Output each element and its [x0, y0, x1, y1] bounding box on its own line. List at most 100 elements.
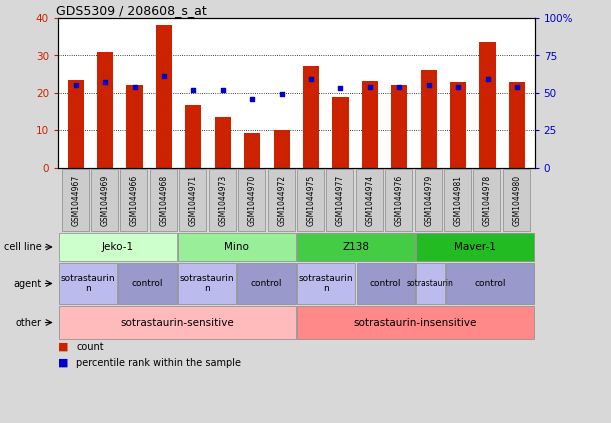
Point — [424, 82, 434, 89]
Bar — [156, 25, 172, 168]
FancyBboxPatch shape — [178, 233, 296, 261]
FancyBboxPatch shape — [297, 233, 415, 261]
Text: other: other — [16, 318, 42, 327]
Text: GSM1044969: GSM1044969 — [101, 174, 109, 225]
FancyBboxPatch shape — [209, 169, 236, 231]
FancyBboxPatch shape — [356, 169, 383, 231]
Text: cell line: cell line — [4, 242, 42, 252]
Text: agent: agent — [13, 278, 42, 288]
Text: Mino: Mino — [224, 242, 249, 252]
Point — [512, 84, 522, 91]
FancyBboxPatch shape — [237, 263, 296, 304]
Bar — [391, 85, 408, 168]
Text: ■: ■ — [58, 358, 72, 368]
Point — [483, 76, 492, 83]
Text: Jeko-1: Jeko-1 — [101, 242, 134, 252]
Text: GSM1044975: GSM1044975 — [307, 174, 315, 225]
Point — [247, 96, 257, 102]
Bar — [450, 82, 466, 168]
Point — [365, 84, 375, 91]
FancyBboxPatch shape — [356, 263, 415, 304]
Text: Z138: Z138 — [342, 242, 370, 252]
Text: GSM1044967: GSM1044967 — [71, 174, 80, 225]
Bar — [244, 134, 260, 168]
Text: control: control — [474, 279, 506, 288]
FancyBboxPatch shape — [297, 306, 534, 339]
Point — [277, 91, 287, 98]
Point — [335, 85, 345, 92]
FancyBboxPatch shape — [446, 263, 534, 304]
Point — [395, 84, 404, 91]
Text: GSM1044980: GSM1044980 — [513, 174, 521, 225]
Text: GSM1044979: GSM1044979 — [424, 174, 433, 225]
FancyBboxPatch shape — [415, 169, 442, 231]
Text: Maver-1: Maver-1 — [454, 242, 496, 252]
FancyBboxPatch shape — [59, 263, 117, 304]
Text: sotrastaurin-insensitive: sotrastaurin-insensitive — [354, 318, 477, 327]
Text: GSM1044970: GSM1044970 — [247, 174, 257, 225]
FancyBboxPatch shape — [297, 169, 324, 231]
FancyBboxPatch shape — [385, 169, 412, 231]
Text: percentile rank within the sample: percentile rank within the sample — [76, 358, 241, 368]
Point — [188, 87, 198, 93]
Point — [159, 73, 169, 80]
FancyBboxPatch shape — [178, 263, 236, 304]
Bar — [214, 117, 231, 168]
Bar — [97, 52, 113, 168]
Text: sotrastaurin-sensitive: sotrastaurin-sensitive — [120, 318, 234, 327]
Bar — [126, 85, 142, 168]
Text: GSM1044966: GSM1044966 — [130, 174, 139, 225]
FancyBboxPatch shape — [326, 169, 353, 231]
Text: GSM1044971: GSM1044971 — [189, 174, 198, 225]
Text: control: control — [131, 279, 163, 288]
FancyBboxPatch shape — [238, 169, 265, 231]
Point — [100, 79, 110, 86]
Bar — [362, 81, 378, 168]
Bar — [303, 66, 319, 168]
FancyBboxPatch shape — [179, 169, 207, 231]
Point — [71, 82, 81, 89]
Bar — [480, 42, 496, 168]
FancyBboxPatch shape — [118, 263, 177, 304]
Text: GSM1044981: GSM1044981 — [453, 175, 463, 225]
Point — [453, 84, 463, 91]
Text: GDS5309 / 208608_s_at: GDS5309 / 208608_s_at — [56, 4, 207, 17]
Text: control: control — [251, 279, 282, 288]
Point — [306, 76, 316, 83]
FancyBboxPatch shape — [59, 306, 296, 339]
Bar — [332, 97, 348, 168]
Text: GSM1044974: GSM1044974 — [365, 174, 375, 225]
Text: sotrastaurin
n: sotrastaurin n — [299, 274, 353, 293]
FancyBboxPatch shape — [503, 169, 530, 231]
Text: sotrastaurin
n: sotrastaurin n — [180, 274, 234, 293]
Text: count: count — [76, 342, 104, 352]
FancyBboxPatch shape — [268, 169, 295, 231]
Bar — [185, 105, 202, 168]
FancyBboxPatch shape — [91, 169, 118, 231]
Text: GSM1044976: GSM1044976 — [395, 174, 404, 225]
FancyBboxPatch shape — [150, 169, 177, 231]
Text: control: control — [370, 279, 401, 288]
Text: sotrastaurin: sotrastaurin — [407, 279, 454, 288]
Text: GSM1044973: GSM1044973 — [218, 174, 227, 225]
Text: GSM1044978: GSM1044978 — [483, 174, 492, 225]
Bar — [274, 130, 290, 168]
Point — [218, 87, 228, 93]
FancyBboxPatch shape — [444, 169, 471, 231]
Bar — [68, 80, 84, 168]
Text: ■: ■ — [58, 342, 72, 352]
FancyBboxPatch shape — [297, 263, 356, 304]
Bar — [420, 71, 437, 168]
Text: GSM1044972: GSM1044972 — [277, 174, 286, 225]
FancyBboxPatch shape — [120, 169, 147, 231]
Text: GSM1044968: GSM1044968 — [159, 174, 169, 225]
Text: GSM1044977: GSM1044977 — [336, 174, 345, 225]
FancyBboxPatch shape — [59, 233, 177, 261]
FancyBboxPatch shape — [416, 233, 534, 261]
FancyBboxPatch shape — [416, 263, 445, 304]
FancyBboxPatch shape — [474, 169, 500, 231]
FancyBboxPatch shape — [62, 169, 89, 231]
Bar — [509, 82, 525, 168]
Text: sotrastaurin
n: sotrastaurin n — [60, 274, 115, 293]
Point — [130, 84, 139, 91]
